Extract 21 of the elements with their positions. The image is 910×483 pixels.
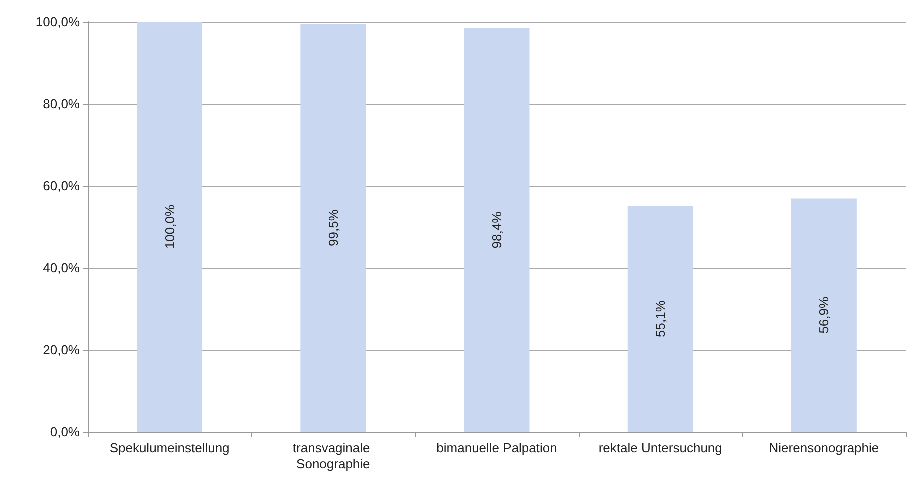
x-tick-label: Spekulumeinstellung bbox=[110, 440, 230, 456]
bar bbox=[791, 198, 857, 432]
y-tick-label: 0,0% bbox=[50, 424, 80, 440]
bar bbox=[628, 206, 694, 432]
y-tick-label: 40,0% bbox=[43, 260, 80, 276]
data-label: 56,9% bbox=[816, 296, 832, 334]
data-label: 100,0% bbox=[162, 204, 178, 250]
x-tick-label: bimanuelle Palpation bbox=[436, 440, 558, 456]
bar bbox=[464, 28, 530, 432]
x-tick-label: transvaginale Sonographie bbox=[292, 440, 374, 472]
x-tick-label: rektale Untersuchung bbox=[598, 440, 722, 456]
bar bbox=[300, 24, 366, 432]
y-tick-label: 60,0% bbox=[43, 178, 80, 194]
x-tick-label: Nierensonographie bbox=[769, 440, 880, 456]
data-label: 55,1% bbox=[653, 300, 668, 338]
data-label: 98,4% bbox=[490, 211, 504, 249]
y-tick-label: 20,0% bbox=[43, 342, 80, 358]
data-label: 99,5% bbox=[326, 209, 341, 246]
y-tick-label: 80,0% bbox=[43, 96, 80, 112]
y-tick-label: 100,0% bbox=[36, 14, 80, 30]
bar bbox=[137, 22, 203, 432]
